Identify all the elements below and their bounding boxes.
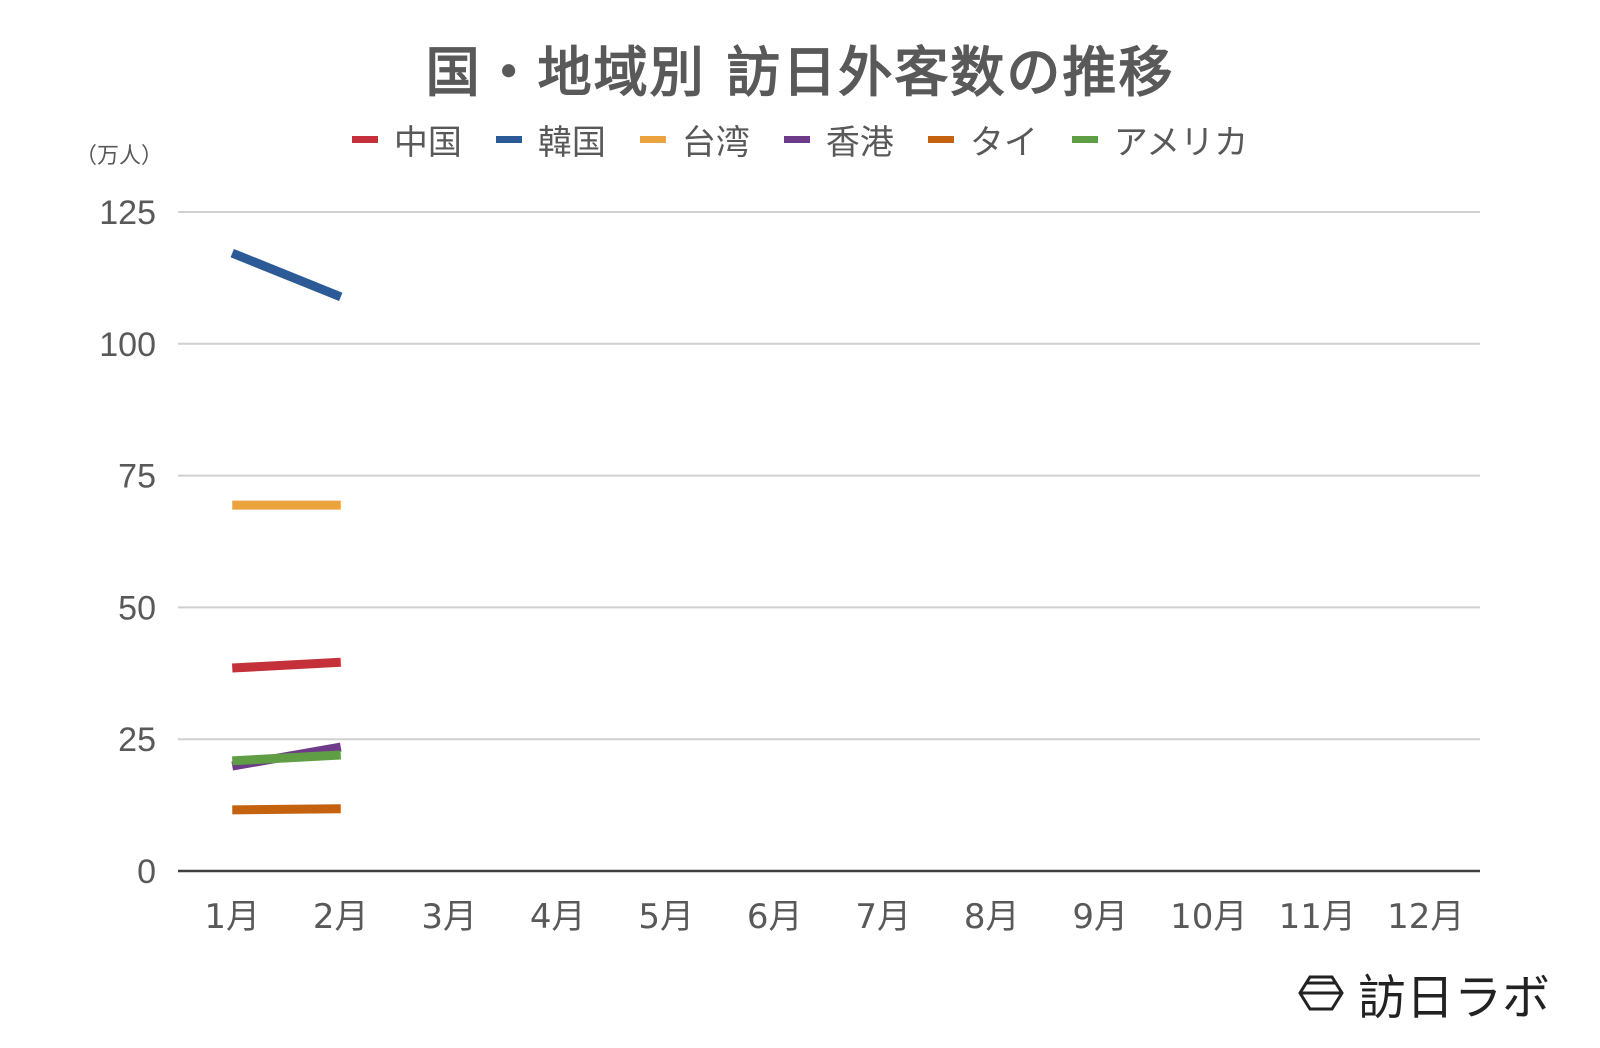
legend-item-korea: 韓国 xyxy=(495,115,606,164)
series-line-韓国 xyxy=(230,248,343,302)
chart-legend: 中国 韓国 台湾 香港 タイ アメリカ xyxy=(0,115,1600,164)
y-tick-label: 0 xyxy=(137,853,156,891)
y-tick-label: 50 xyxy=(118,589,156,627)
x-tick-label: 5月 xyxy=(638,897,694,937)
legend-label: 香港 xyxy=(825,123,894,163)
legend-swatch-icon xyxy=(927,136,954,143)
brand-logo: 訪日ラボ xyxy=(1298,958,1550,1028)
logo-icon xyxy=(1298,975,1344,1011)
y-tick-label: 25 xyxy=(118,721,156,759)
legend-label: 中国 xyxy=(393,123,462,163)
x-tick-label: 4月 xyxy=(530,897,586,937)
legend-label: タイ xyxy=(969,123,1038,163)
series-line-タイ xyxy=(232,804,341,815)
legend-item-china: 中国 xyxy=(351,115,462,164)
x-tick-label: 1月 xyxy=(204,897,260,937)
x-tick-label: 10月 xyxy=(1170,897,1247,937)
legend-swatch-icon xyxy=(639,136,666,143)
legend-item-taiwan: 台湾 xyxy=(639,115,750,164)
legend-swatch-icon xyxy=(783,136,810,143)
x-tick-label: 2月 xyxy=(313,897,369,937)
logo-text: 訪日ラボ xyxy=(1357,970,1550,1026)
x-tick-label: 12月 xyxy=(1387,897,1464,937)
legend-swatch-icon xyxy=(495,136,522,143)
legend-item-usa: アメリカ xyxy=(1071,115,1249,164)
y-axis-unit-label: （万人） xyxy=(75,144,164,169)
legend-label: 韓国 xyxy=(537,123,606,163)
x-tick-label: 6月 xyxy=(747,897,803,937)
y-tick-label: 75 xyxy=(118,458,156,496)
legend-label: アメリカ xyxy=(1113,123,1249,163)
y-tick-label: 125 xyxy=(99,194,156,232)
series-line-中国 xyxy=(232,657,341,673)
legend-item-hongkong: 香港 xyxy=(783,115,894,164)
legend-label: 台湾 xyxy=(681,123,750,163)
series-line-アメリカ xyxy=(232,750,341,766)
y-tick-label: 100 xyxy=(99,326,156,364)
x-tick-label: 9月 xyxy=(1072,897,1128,937)
x-tick-label: 3月 xyxy=(421,897,477,937)
x-tick-label: 11月 xyxy=(1279,897,1356,937)
legend-swatch-icon xyxy=(1071,136,1098,143)
chart-title: 国・地域別 訪日外客数の推移 xyxy=(425,41,1175,104)
x-tick-label: 7月 xyxy=(855,897,911,937)
x-tick-label: 8月 xyxy=(964,897,1020,937)
legend-item-thailand: タイ xyxy=(927,115,1038,164)
legend-swatch-icon xyxy=(351,136,378,143)
